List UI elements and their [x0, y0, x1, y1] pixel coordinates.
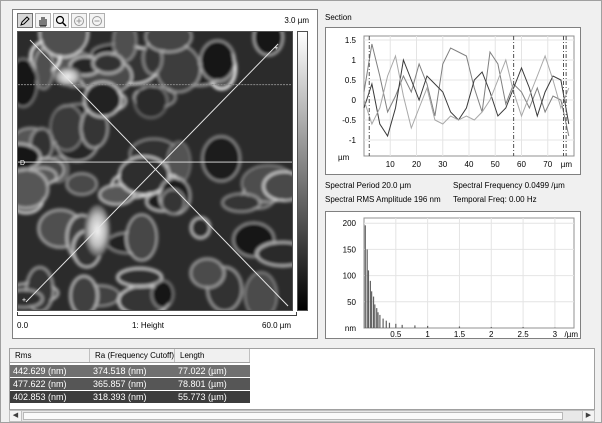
channel-label: 1: Height [132, 321, 165, 330]
svg-text:+: + [22, 297, 26, 304]
scroll-right-arrow-icon[interactable]: ▶ [582, 411, 594, 421]
x-unit-label: µm [561, 160, 573, 169]
x-tick-label: 30 [438, 160, 447, 169]
table-row[interactable]: 402.853 (nm) 318.393 (nm) 55.773 (µm) [10, 391, 250, 403]
y-tick-label: 200 [343, 219, 357, 228]
column-header-rms[interactable]: Rms [10, 349, 90, 362]
table-row[interactable]: 442.629 (nm) 374.518 (nm) 77.022 (µm) [10, 365, 250, 377]
image-toolbar [17, 13, 105, 29]
section-title: Section [325, 13, 352, 22]
y-tick-label: 1 [352, 56, 357, 65]
x-tick-label: 60 [517, 160, 526, 169]
y-tick-label: -1 [349, 136, 357, 145]
x-axis-tick [17, 312, 18, 316]
section-profile-chart[interactable]: 10 20 30 40 50 60 70 1.5 1 0.5 0 -0.5 -1 µm µm [325, 27, 581, 175]
table-row[interactable]: 477.622 (nm) 365.857 (nm) 78.801 (µm) [10, 378, 250, 390]
cell-rms: 442.629 (nm) [13, 366, 67, 376]
section-profile-svg: 10 20 30 40 50 60 70 1.5 1 0.5 0 -0.5 -1 µm µm [338, 35, 575, 169]
cell-ra: 374.518 (nm) [93, 366, 147, 376]
cell-length: 77.022 (µm) [178, 366, 227, 376]
x-tick-label: 70 [543, 160, 552, 169]
y-tick-label: nm [345, 324, 356, 333]
x-tick-label: 20 [412, 160, 421, 169]
y-tick-label: 50 [347, 298, 356, 307]
x-unit-label: /µm [565, 330, 579, 338]
cell-length: 78.801 (µm) [178, 379, 227, 389]
hand-icon[interactable] [35, 13, 51, 28]
temporal-frequency: Temporal Freq: 0.00 Hz [453, 195, 537, 204]
power-spectrum-chart[interactable]: 0.5 1 1.5 2 2.5 3 200 150 100 50 nm/µm [325, 211, 581, 339]
x-axis-min-label: 0.0 [17, 321, 29, 330]
y-tick-label: -0.5 [342, 116, 356, 125]
x-tick-label: 50 [491, 160, 500, 169]
plot-area [363, 217, 575, 329]
cell-ra: 318.393 (nm) [93, 392, 147, 402]
svg-text:D: D [20, 160, 25, 167]
x-tick-label: 3 [553, 330, 558, 338]
zoom-in-icon[interactable] [71, 13, 87, 28]
spectral-period: Spectral Period 20.0 µm [325, 181, 411, 190]
scroll-thumb[interactable] [23, 412, 563, 420]
afm-image-panel: 3.0 µm D + + [12, 9, 318, 339]
scroll-left-arrow-icon[interactable]: ◀ [10, 411, 22, 421]
x-tick-label: 1 [425, 330, 430, 338]
series-line [363, 58, 570, 138]
y-tick-label: 0 [352, 96, 357, 105]
x-axis-tick [296, 312, 297, 316]
series-line [363, 54, 570, 130]
cell-ra: 365.857 (nm) [93, 379, 147, 389]
pencil-icon[interactable] [17, 13, 33, 28]
cell-rms: 402.853 (nm) [13, 392, 67, 402]
x-tick-label: 2.5 [518, 330, 530, 338]
table-header: Rms Ra (Frequency Cutoff) Length [10, 349, 250, 363]
column-header-ra[interactable]: Ra (Frequency Cutoff) [90, 349, 175, 362]
y-tick-label: 150 [343, 245, 357, 254]
y-tick-label: 0.5 [345, 76, 357, 85]
x-axis-max-label: 60.0 µm [262, 321, 292, 330]
y-unit-label: µm [338, 153, 350, 162]
x-axis-line [17, 315, 297, 316]
horizontal-scrollbar[interactable]: ◀ ▶ [9, 410, 595, 422]
zoom-icon[interactable] [53, 13, 69, 28]
cell-length: 55.773 (µm) [178, 392, 227, 402]
power-spectrum-svg: 0.5 1 1.5 2 2.5 3 200 150 100 50 nm/µm [343, 217, 579, 338]
spectral-rms-amplitude: Spectral RMS Amplitude 196 nm [325, 195, 441, 204]
x-tick-label: 0.5 [390, 330, 402, 338]
y-tick-label: 1.5 [345, 36, 357, 45]
afm-height-image[interactable]: D + + [17, 31, 293, 311]
x-tick-label: 1.5 [454, 330, 466, 338]
spectral-frequency: Spectral Frequency 0.0499 /µm [453, 181, 565, 190]
scale-max-label: 3.0 µm [284, 16, 309, 25]
height-colorbar [297, 31, 308, 311]
y-tick-label: 100 [343, 272, 357, 281]
x-tick-label: 10 [386, 160, 395, 169]
results-table: Rms Ra (Frequency Cutoff) Length 442.629… [9, 348, 595, 410]
column-header-length[interactable]: Length [175, 349, 250, 362]
svg-text:+: + [274, 45, 278, 52]
x-tick-label: 2 [489, 330, 494, 338]
cell-rms: 477.622 (nm) [13, 379, 67, 389]
x-tick-label: 40 [465, 160, 474, 169]
zoom-out-icon[interactable] [89, 13, 105, 28]
